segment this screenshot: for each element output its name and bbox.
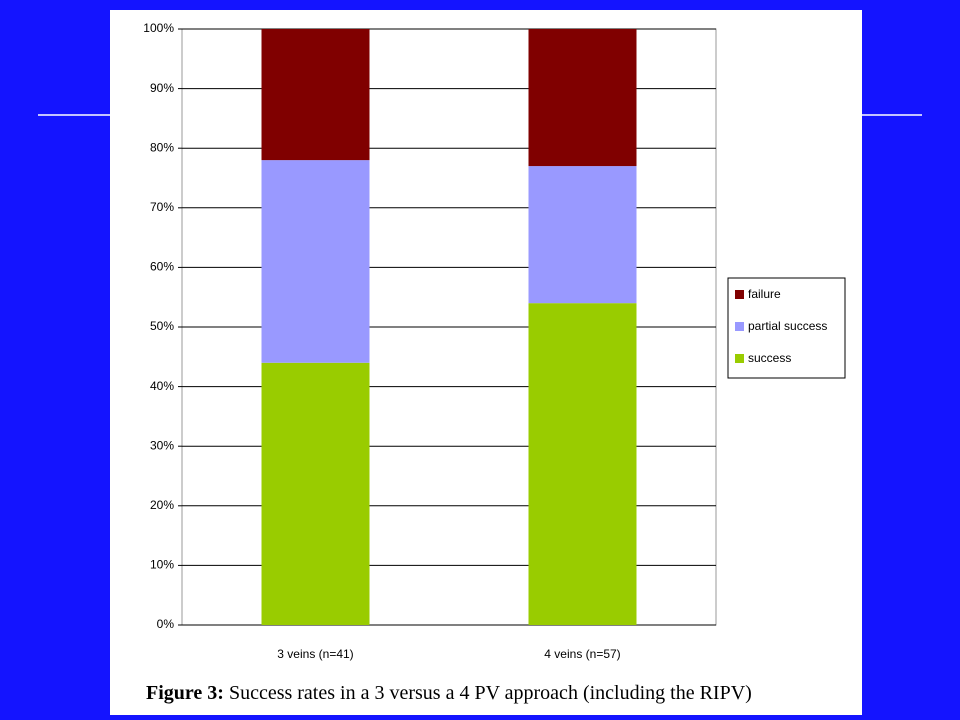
y-tick-label: 90% — [150, 81, 174, 95]
bar-segment — [261, 160, 370, 363]
legend-swatch — [735, 354, 744, 363]
y-tick-label: 0% — [157, 617, 175, 631]
legend-swatch — [735, 290, 744, 299]
legend-label: failure — [748, 287, 781, 301]
caption: Figure 3: Success rates in a 3 versus a … — [146, 682, 752, 704]
caption-label: Figure 3: — [146, 682, 224, 704]
y-tick-label: 20% — [150, 498, 174, 512]
caption-text: Success rates in a 3 versus a 4 PV appro… — [229, 682, 752, 704]
bar-segment — [261, 29, 370, 161]
y-tick-label: 10% — [150, 558, 174, 572]
y-tick-label: 70% — [150, 200, 174, 214]
legend-box — [727, 277, 846, 379]
bar-segment — [528, 303, 637, 625]
x-tick-label: 3 veins (n=41) — [277, 647, 353, 661]
bar-segment — [261, 362, 370, 625]
y-tick-label: 50% — [150, 319, 174, 333]
y-tick-label: 100% — [143, 21, 174, 35]
bar-segment — [528, 166, 637, 304]
x-tick-label: 4 veins (n=57) — [544, 647, 620, 661]
legend-label: success — [748, 351, 791, 365]
y-tick-label: 30% — [150, 438, 174, 452]
bar-segment — [528, 29, 637, 167]
y-tick-label: 80% — [150, 140, 174, 154]
legend-swatch — [735, 322, 744, 331]
y-tick-label: 60% — [150, 260, 174, 274]
y-tick-label: 40% — [150, 379, 174, 393]
legend-label: partial success — [748, 319, 827, 333]
